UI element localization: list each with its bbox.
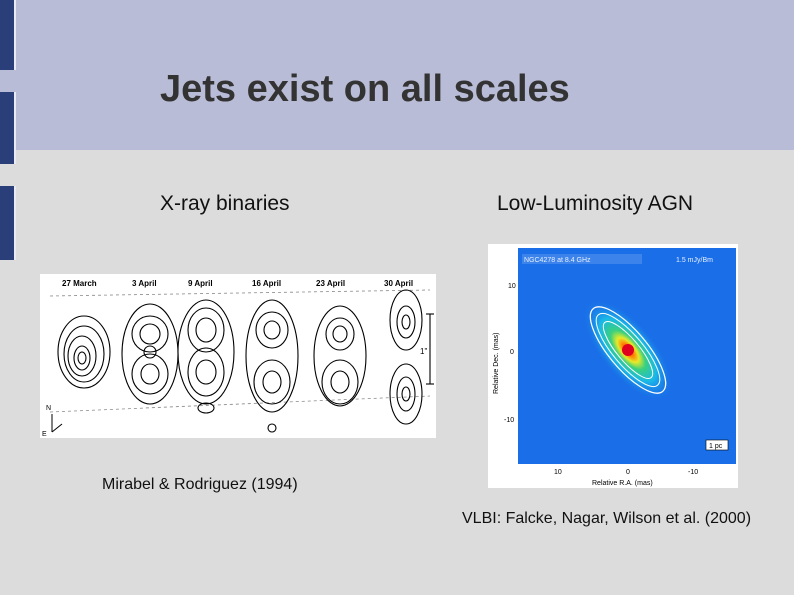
compass-rose: N E [42,405,63,438]
date-label-1: 27 March [62,279,97,288]
date-label-3: 9 April [188,279,213,288]
y-tick-mid: 0 [510,349,514,356]
side-bar-segment-2 [0,92,14,164]
y-tick-bottom: -10 [504,417,514,424]
contours [57,289,434,433]
right-caption: VLBI: Falcke, Nagar, Wilson et al. (2000… [462,510,752,527]
core-peak [622,344,634,356]
contour-inner [602,321,654,379]
x-tick-left: 10 [554,469,562,476]
left-caption: Mirabel & Rodriguez (1994) [102,476,298,493]
slide-header [0,0,794,150]
slide-title: Jets exist on all scales [160,68,570,110]
side-stripe-3 [14,186,16,260]
xray-contour-plot: 27 March 3 April 9 April 16 April 23 Apr… [42,279,434,438]
compass-north: N [46,405,51,412]
scale-box-label: 1 pc [709,443,723,450]
contour-outer [589,306,667,394]
agn-vlbi-figure: NGC4278 at 8.4 GHz 1.5 mJy/Bm 1 pc 10 0 … [488,244,738,488]
right-heading: Low-Luminosity AGN [497,192,694,215]
compass-east: E [42,431,47,438]
scale-bar-label: 1" [420,347,427,356]
date-label-4: 16 April [252,279,281,288]
side-stripe-2 [14,92,16,164]
date-label-6: 30 April [384,279,413,288]
scale-box [705,439,729,451]
x-tick-right: -10 [688,469,698,476]
x-axis-label: Relative R.A. (mas) [592,480,653,487]
x-tick-mid: 0 [626,469,630,476]
side-stripe-1 [14,0,16,70]
side-bar-segment-1 [0,0,14,70]
y-tick-top: 10 [508,283,516,290]
contour-mid [595,312,661,388]
map-header-left: NGC4278 at 8.4 GHz [524,257,591,264]
left-heading: X-ray binaries [160,192,290,215]
y-axis-label: Relative Dec. (mas) [493,333,500,394]
side-bar-segment-3 [0,186,14,260]
agn-radio-map: NGC4278 at 8.4 GHz 1.5 mJy/Bm 1 pc 10 0 … [493,248,736,487]
xray-binary-figure: 27 March 3 April 9 April 16 April 23 Apr… [40,274,436,438]
dashed-guides [49,289,431,413]
map-header-right: 1.5 mJy/Bm [676,257,713,264]
date-label-5: 23 April [316,279,345,288]
date-label-2: 3 April [132,279,157,288]
